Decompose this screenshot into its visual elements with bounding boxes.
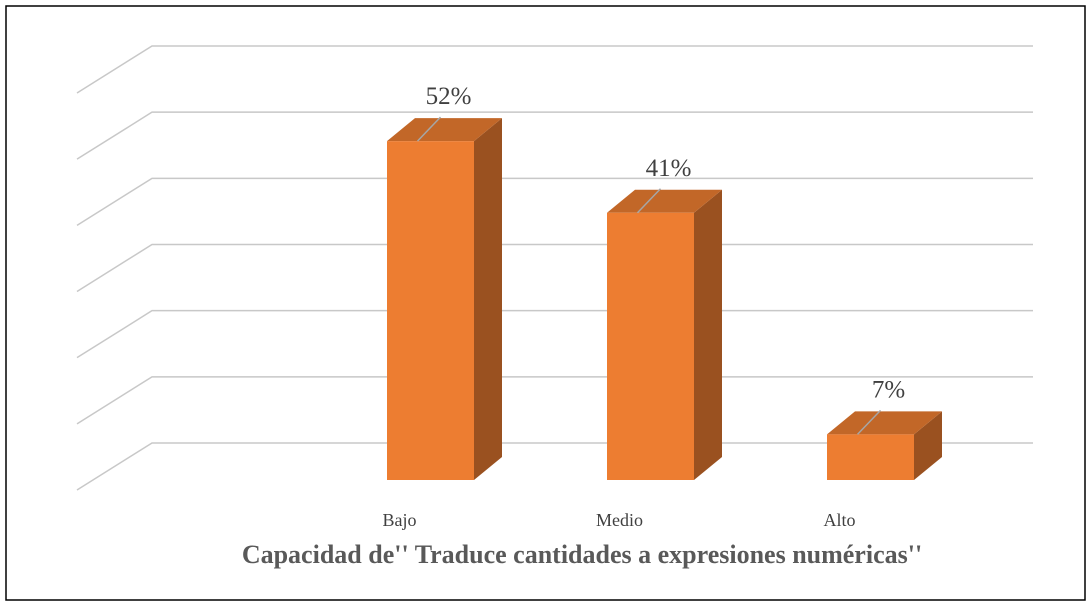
chart-border bbox=[5, 5, 1086, 601]
bar-side bbox=[914, 411, 942, 480]
x-tick-label: Alto bbox=[823, 510, 855, 530]
leader-line bbox=[416, 116, 442, 142]
grid-line bbox=[76, 111, 1033, 160]
value-label: 7% bbox=[872, 376, 905, 403]
x-tick-label: Medio bbox=[596, 510, 643, 530]
bar-side bbox=[694, 189, 722, 480]
leader-line bbox=[856, 409, 882, 435]
grid-line bbox=[76, 45, 1033, 94]
bar bbox=[387, 118, 502, 480]
value-label: 41% bbox=[646, 155, 692, 182]
bar bbox=[827, 411, 942, 480]
bar-top bbox=[827, 411, 942, 435]
bar-top bbox=[387, 118, 502, 142]
chart-title: Capacidad de'' Traduce cantidades a expr… bbox=[242, 540, 922, 569]
leader-line bbox=[636, 188, 662, 214]
grid-line bbox=[76, 243, 1033, 293]
bar bbox=[607, 189, 722, 480]
bar-side bbox=[474, 118, 502, 480]
bar-front bbox=[607, 212, 694, 480]
grid-line bbox=[76, 376, 1033, 425]
grid-line bbox=[76, 309, 1033, 359]
bar-front bbox=[827, 434, 914, 480]
bar-front bbox=[387, 141, 474, 480]
bar-top bbox=[607, 189, 722, 213]
grid-line bbox=[76, 177, 1033, 226]
x-tick-label: Bajo bbox=[383, 510, 417, 530]
grid-line bbox=[76, 442, 1033, 491]
value-label: 52% bbox=[426, 83, 472, 110]
